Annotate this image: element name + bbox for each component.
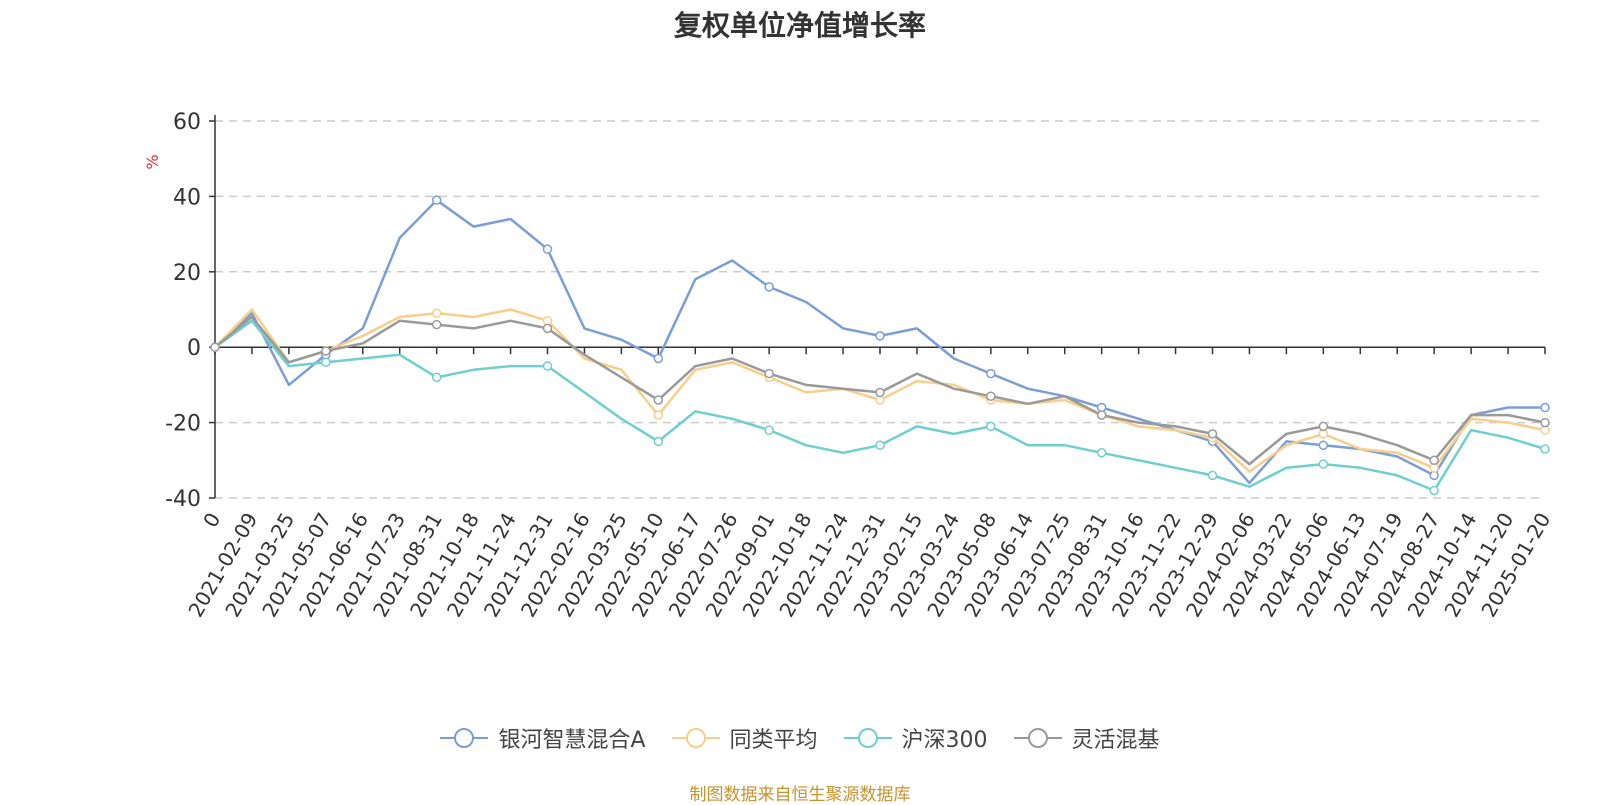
x-tick-label: 0 xyxy=(198,509,225,532)
data-point xyxy=(986,368,996,379)
legend-label: 银河智慧混合A xyxy=(498,728,646,753)
y-tick-label: 0 xyxy=(187,336,201,361)
data-point xyxy=(875,387,885,398)
circle-line-icon xyxy=(440,728,489,748)
data-point xyxy=(986,421,996,432)
data-point xyxy=(1429,455,1439,466)
data-point xyxy=(431,195,442,205)
data-point xyxy=(542,361,553,371)
data-point xyxy=(653,353,664,364)
data-point xyxy=(431,319,442,330)
y-tick-label: 20 xyxy=(173,261,201,286)
data-point xyxy=(1540,417,1550,428)
data-point xyxy=(1540,444,1550,454)
data-point xyxy=(986,391,996,401)
chart-title: 复权单位净值增长率 xyxy=(673,9,926,42)
circle-line-icon xyxy=(671,728,720,748)
legend-label: 灵活混基 xyxy=(1071,728,1160,753)
legend: 银河智慧混合A 同类平均 沪深300 灵活混基 xyxy=(0,722,1600,754)
data-point xyxy=(321,346,331,356)
y-tick-label: -40 xyxy=(165,487,201,512)
label-layer: 6040200-20-40%02021-02-092021-03-252021-… xyxy=(143,110,1555,621)
circle-line-icon xyxy=(843,728,892,748)
data-point xyxy=(542,323,553,334)
data-point xyxy=(653,395,664,405)
source-note: 制图数据来自恒生聚源数据库 xyxy=(689,785,911,805)
data-point xyxy=(764,368,774,379)
data-point xyxy=(875,440,885,450)
data-point xyxy=(1207,429,1218,439)
data-point xyxy=(764,282,774,292)
data-point xyxy=(764,425,774,435)
y-tick-label: -20 xyxy=(165,412,201,437)
legend-item[interactable]: 银河智慧混合A xyxy=(440,722,646,754)
legend-label: 同类平均 xyxy=(729,728,818,753)
axis-layer xyxy=(209,115,1546,499)
data-point xyxy=(1318,421,1329,432)
data-point xyxy=(431,372,442,383)
data-point xyxy=(653,436,664,447)
data-point xyxy=(1540,402,1550,413)
legend-item[interactable]: 同类平均 xyxy=(671,722,818,754)
legend-label: 沪深300 xyxy=(901,728,988,753)
data-point xyxy=(1318,459,1329,469)
data-point xyxy=(542,244,553,254)
data-point xyxy=(875,331,885,341)
data-point xyxy=(1318,440,1329,450)
series-layer xyxy=(210,195,1550,496)
legend-item[interactable]: 灵活混基 xyxy=(1013,722,1160,754)
y-tick-label: 40 xyxy=(173,185,201,210)
data-point xyxy=(1207,470,1218,481)
series-line xyxy=(214,319,1546,492)
data-point xyxy=(1096,448,1107,458)
data-point xyxy=(653,410,664,420)
line-chart: 6040200-20-40%02021-02-092021-03-252021-… xyxy=(143,110,1555,621)
legend-item[interactable]: 沪深300 xyxy=(843,722,988,754)
data-point xyxy=(431,308,442,319)
data-point xyxy=(1096,410,1107,420)
y-axis-label: % xyxy=(143,154,162,169)
data-point xyxy=(210,342,220,352)
data-point xyxy=(1429,485,1439,496)
y-tick-label: 60 xyxy=(173,110,201,135)
circle-line-icon xyxy=(1013,728,1062,748)
data-point xyxy=(321,357,331,368)
